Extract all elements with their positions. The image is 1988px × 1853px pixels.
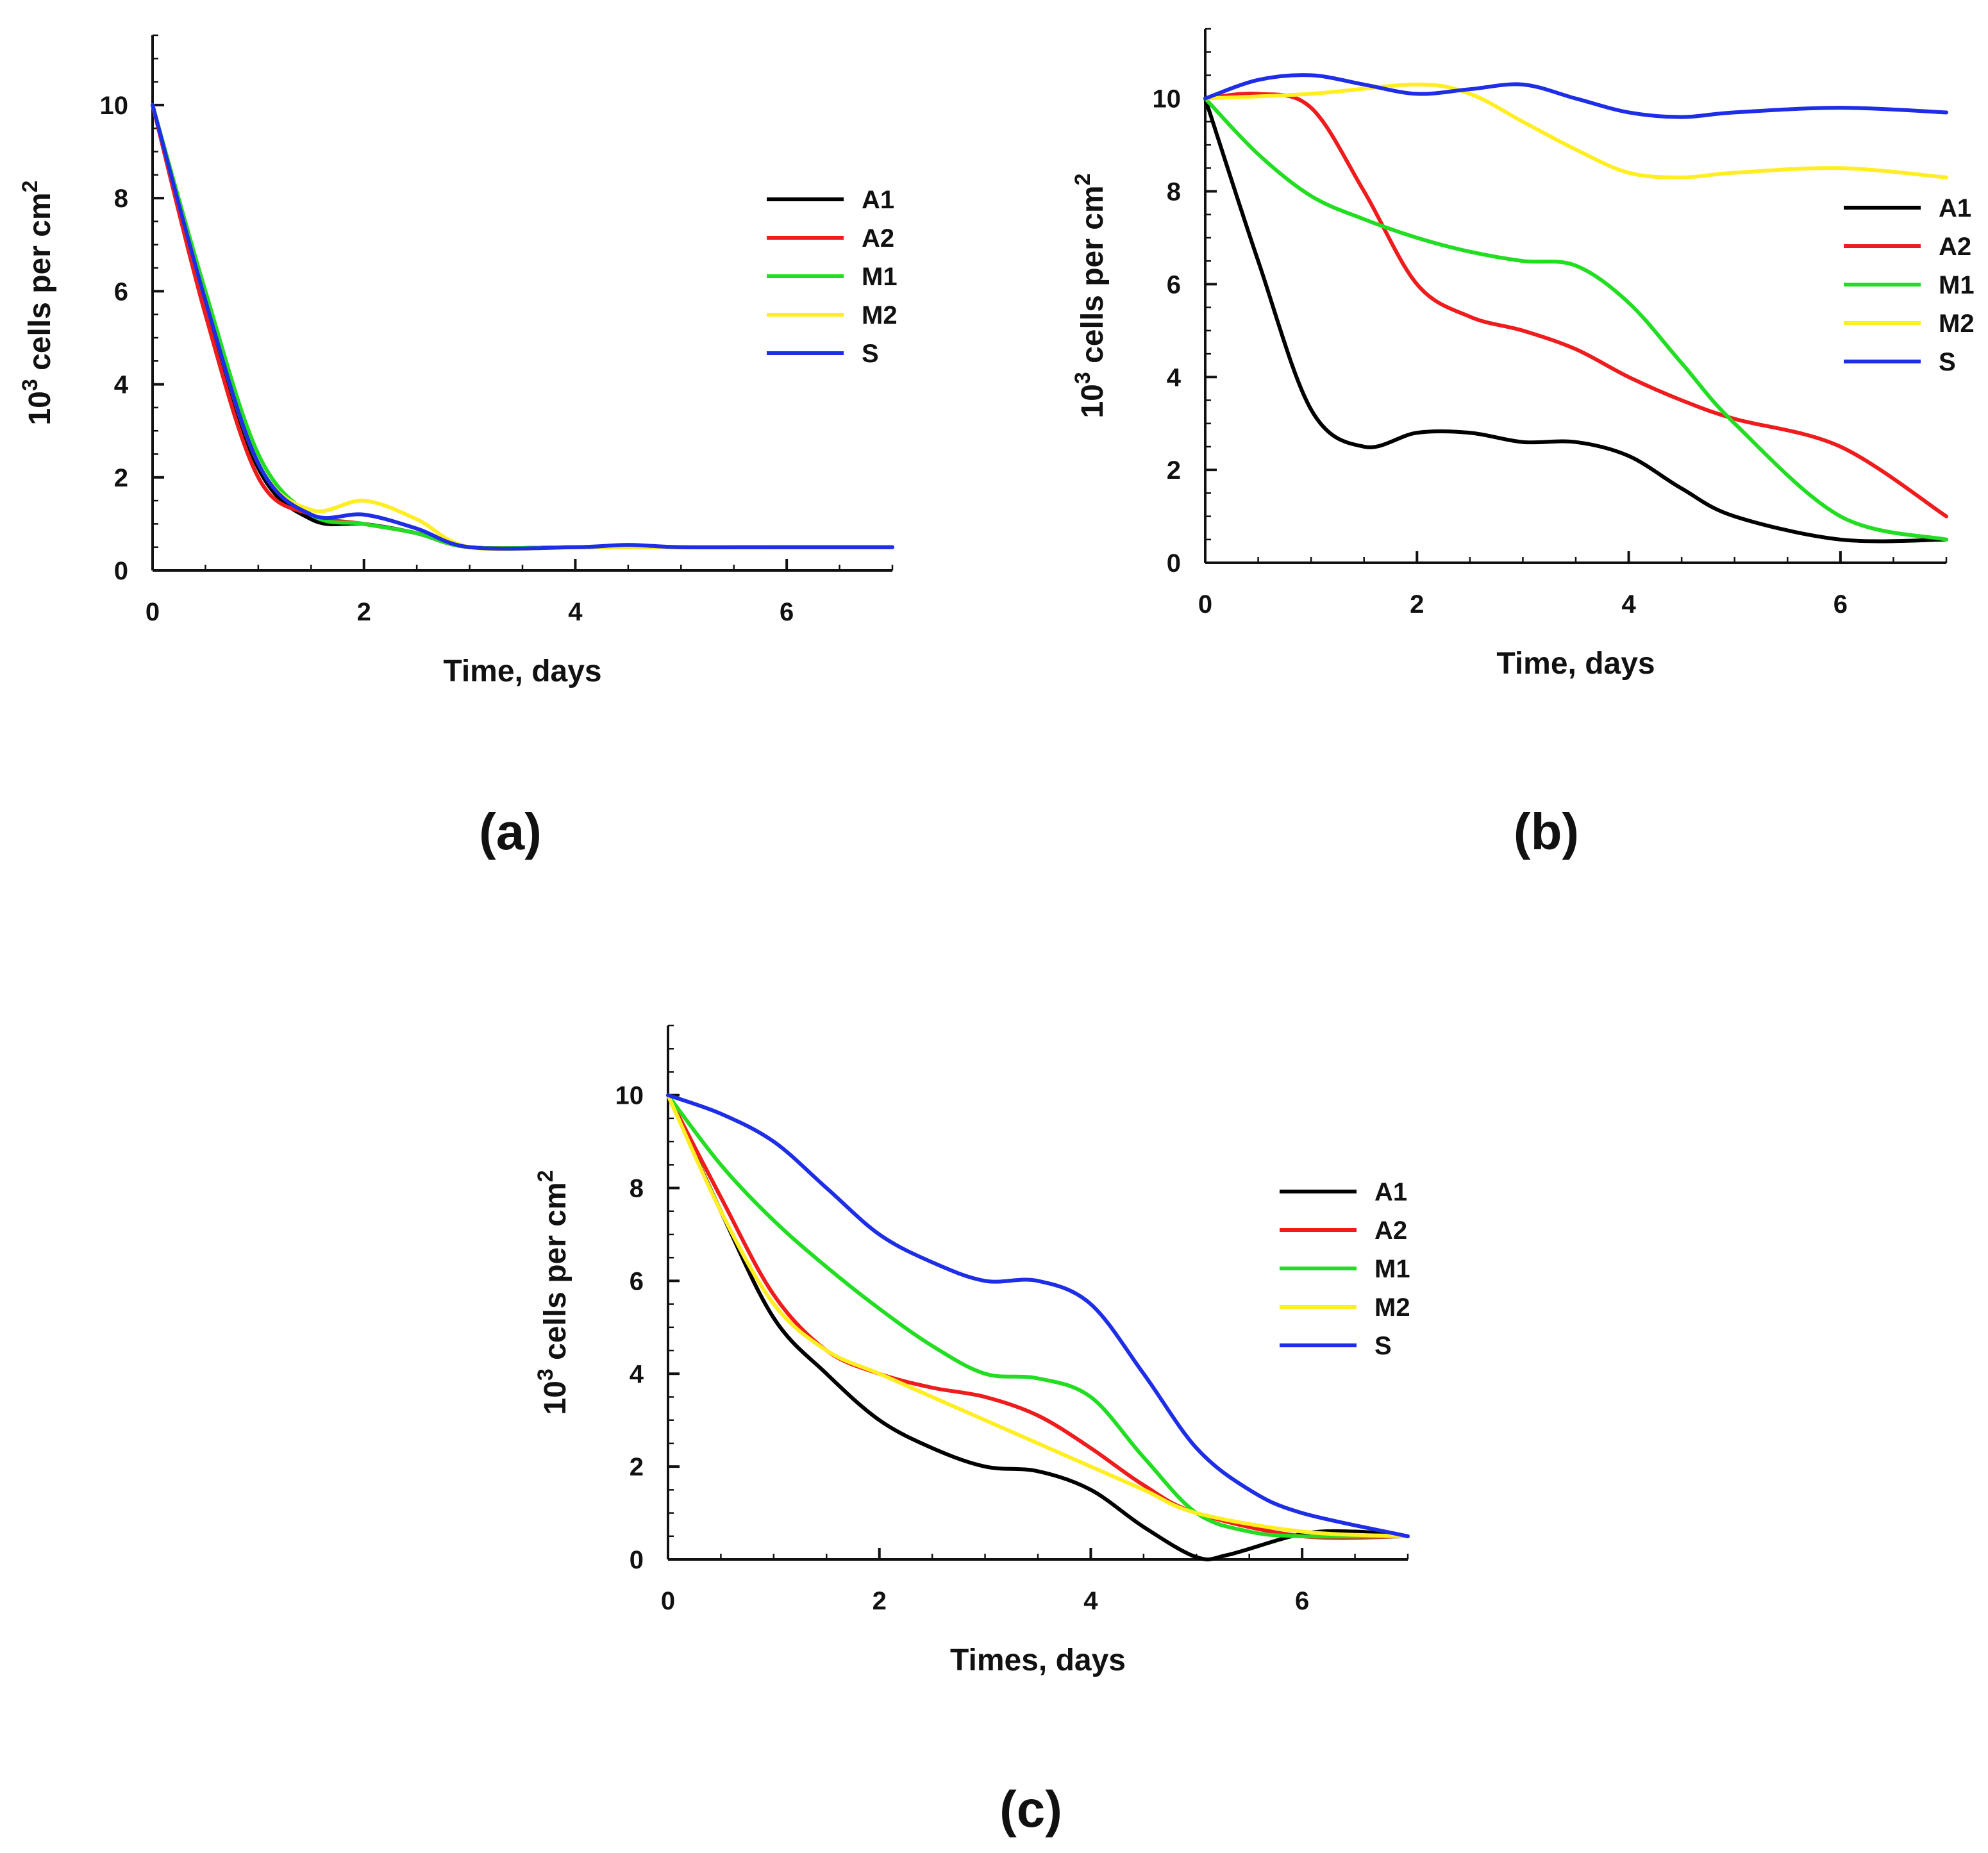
panel-b-legend-label-a1: A1 — [1939, 194, 1971, 222]
panel-a-series-m2 — [151, 103, 894, 551]
panel-c-series-m1 — [666, 1093, 1410, 1539]
panel-c-y-tick-label: 10 — [615, 1082, 644, 1110]
panel-c-x-tick-label: 4 — [1083, 1587, 1098, 1615]
panel-c-series-m2 — [666, 1093, 1410, 1538]
panel-b-x-axis-title: Time, days — [1496, 647, 1655, 681]
panel-a-legend-label-s: S — [862, 340, 879, 368]
panel-b-legend: A1 A2 M1 M2 S — [1844, 194, 1975, 376]
panel-b-legend-label-s: S — [1939, 348, 1956, 376]
panel-c-series-a1 — [666, 1093, 1410, 1562]
panel-b-y-tick-label: 10 — [1153, 85, 1182, 113]
panel-a: 0 2 4 6 0 2 4 6 8 10 Time, days 103 cells per cm2 A1… — [18, 34, 898, 688]
panel-a-y-axis-title: 103 cells per cm2 — [18, 180, 57, 425]
panel-c-y-tick-label: 2 — [630, 1453, 644, 1481]
panel-c-legend-label-a1: A1 — [1374, 1178, 1407, 1206]
panel-a-series-a2 — [151, 103, 894, 551]
panel-b-y-tick-label: 0 — [1167, 549, 1181, 578]
panel-a-y-tick-label: 0 — [114, 557, 128, 585]
panel-a-x-tick-label: 6 — [780, 598, 794, 626]
panel-a-y-tick-label: 10 — [100, 92, 129, 120]
panel-b-legend-label-m1: M1 — [1939, 271, 1975, 299]
panel-b-y-tick-label: 6 — [1167, 270, 1181, 299]
panel-b-x-tick-label: 6 — [1833, 590, 1848, 619]
panel-a-x-axis-title: Time, days — [443, 654, 601, 688]
panel-b-series-a1 — [1203, 96, 1948, 544]
panel-b-y-axis-title: 103 cells per cm2 — [1071, 173, 1110, 418]
panel-a-y-tick-label: 4 — [114, 371, 129, 399]
panel-a-x-tick-label: 2 — [357, 598, 371, 626]
panel-c-series-s — [666, 1093, 1410, 1538]
panel-c-legend-label-m1: M1 — [1374, 1255, 1410, 1283]
panel-b: 0 2 4 6 0 2 4 6 8 10 Time, days 103 cells per cm2 A1… — [1071, 28, 1975, 681]
panel-b-caption: (b) — [1514, 803, 1579, 860]
panel-c-x-tick-label: 0 — [661, 1587, 675, 1615]
panel-b-x-tick-label: 0 — [1198, 590, 1212, 619]
panel-b-series-s — [1203, 73, 1948, 119]
panel-a-y-tick-label: 6 — [114, 278, 128, 306]
panel-c-x-tick-label: 2 — [873, 1587, 887, 1615]
panel-b-series-a2 — [1203, 91, 1948, 519]
panel-b-y-tick-label: 4 — [1167, 363, 1182, 392]
panel-a-x-tick-label: 0 — [146, 598, 160, 626]
panel-a-legend-label-m1: M1 — [862, 263, 898, 291]
panel-c-legend: A1 A2 M1 M2 S — [1280, 1178, 1410, 1360]
panel-b-legend-label-m2: M2 — [1939, 310, 1975, 338]
panel-c-x-tick-label: 6 — [1295, 1587, 1309, 1615]
panel-c-y-axis-title: 103 cells per cm2 — [533, 1170, 572, 1415]
panel-c-x-axis-title: Times, days — [950, 1643, 1126, 1677]
panel-c-y-tick-label: 6 — [630, 1267, 644, 1295]
panel-a-legend: A1 A2 M1 M2 S — [767, 186, 898, 368]
panel-b-series-m1 — [1203, 96, 1948, 542]
panel-b-x-tick-label: 2 — [1410, 590, 1424, 619]
panel-c-legend-label-a2: A2 — [1374, 1217, 1407, 1245]
panel-a-y-tick-label: 2 — [114, 464, 128, 492]
panel-a-x-tick-label: 4 — [568, 598, 583, 626]
panel-a-series-m1 — [151, 103, 894, 551]
panel-a-y-tick-label: 8 — [114, 185, 128, 213]
panel-a-legend-label-a1: A1 — [862, 186, 894, 214]
panel-a-caption: (a) — [479, 803, 542, 860]
panel-c-y-tick-label: 0 — [630, 1546, 644, 1574]
panel-c-legend-label-s: S — [1374, 1332, 1392, 1360]
panel-a-legend-label-a2: A2 — [862, 224, 894, 253]
panel-c-legend-label-m2: M2 — [1374, 1293, 1410, 1322]
panel-c-y-tick-label: 8 — [630, 1175, 644, 1203]
panel-c-caption: (c) — [999, 1781, 1062, 1838]
panel-b-legend-label-a2: A2 — [1939, 233, 1971, 261]
panel-b-x-tick-label: 4 — [1621, 590, 1636, 619]
panel-b-y-tick-label: 8 — [1167, 178, 1181, 206]
panel-a-legend-label-m2: M2 — [862, 301, 898, 329]
panel-c: 0 2 4 6 0 2 4 6 8 10 Times, days 103 cells per cm2 A… — [533, 1024, 1410, 1677]
panel-c-y-tick-label: 4 — [630, 1360, 644, 1388]
panel-a-series-s — [151, 103, 894, 551]
panel-b-series-m2 — [1203, 82, 1948, 179]
panel-b-y-tick-label: 2 — [1167, 456, 1181, 485]
panel-a-series-a1 — [151, 103, 894, 551]
